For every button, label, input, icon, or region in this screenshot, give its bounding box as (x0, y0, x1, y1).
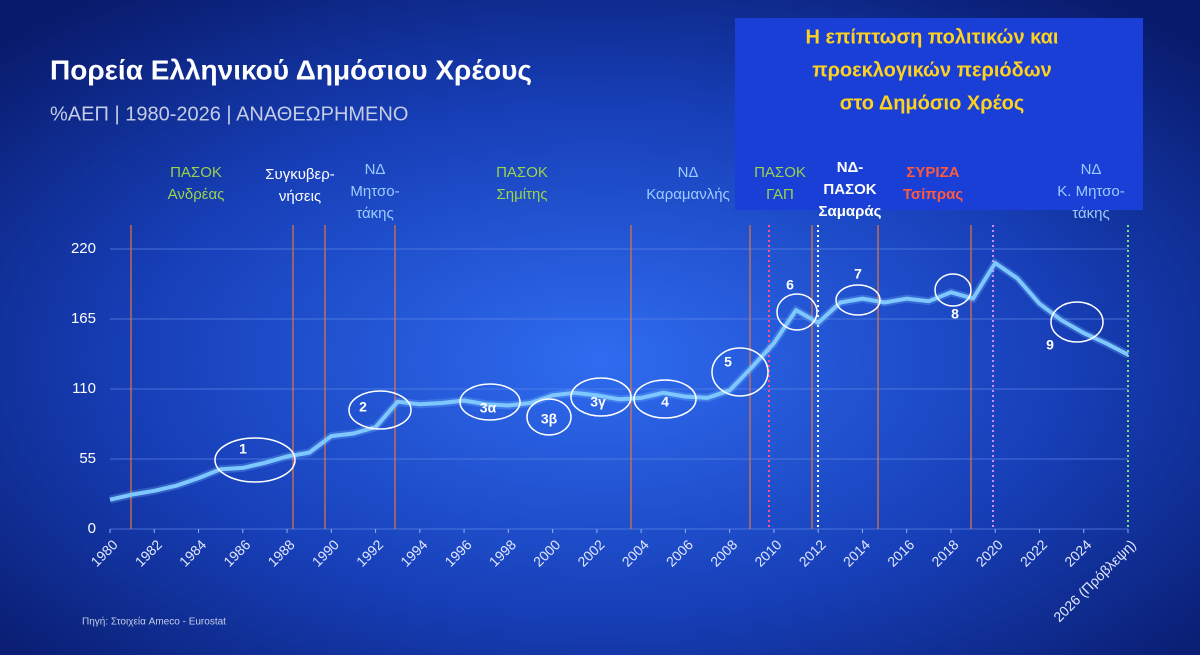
period-label: ΣΥΡΙΖΑ (906, 164, 959, 181)
period-label: ΠΑΣΟΚ (823, 181, 876, 198)
annotation-circle (459, 383, 521, 421)
annotation-circle (776, 293, 818, 331)
period-label: ΓΑΠ (766, 186, 794, 203)
annotation-circle (348, 390, 412, 430)
period-label: Σαμαράς (819, 203, 882, 220)
y-tick-label: 165 (71, 310, 96, 327)
annotation-label: 5 (724, 354, 732, 370)
period-label: ΝΔ (1081, 161, 1102, 178)
source-note: Πηγή: Στοιχεία Ameco - Eurostat (82, 616, 226, 628)
period-label: ΝΔ- (837, 159, 864, 176)
box-title-line: Η επίπτωση πολιτικών και (806, 26, 1059, 48)
annotation-label: 3α (480, 400, 497, 416)
period-label: τάκης (1072, 205, 1109, 222)
data-line (109, 261, 1129, 502)
annotation-label: 4 (661, 394, 669, 410)
box-title-line: προεκλογικών περιόδων (812, 59, 1051, 81)
chart-subtitle: %ΑΕΠ | 1980-2026 | ΑΝΑΘΕΩΡΗΜΕΝΟ (50, 103, 408, 125)
period-label: ΠΑΣΟΚ (754, 164, 806, 181)
annotation-label: 1 (239, 441, 247, 457)
annotation-circle (835, 284, 881, 316)
period-label: Σημίτης (496, 186, 547, 203)
annotation-label: 2 (359, 399, 367, 415)
period-label: ΝΔ (678, 164, 699, 181)
period-label: ΝΔ (365, 161, 386, 178)
period-label: Κ. Μητσο- (1057, 183, 1125, 200)
y-tick-label: 55 (79, 450, 96, 467)
annotation-label: 9 (1046, 337, 1054, 353)
period-label: νήσεις (279, 188, 321, 205)
annotation-circle (633, 379, 697, 419)
annotation-label: 3β (541, 411, 558, 427)
period-label: Καραμανλής (646, 186, 730, 203)
y-tick-label: 0 (88, 520, 96, 537)
y-tick-label: 110 (72, 380, 96, 397)
annotation-label: 3γ (590, 394, 606, 410)
period-label: Συγκυβερ- (265, 166, 335, 183)
annotation-label: 8 (951, 306, 959, 322)
annotation-circle (526, 398, 572, 436)
chart-title: Πορεία Ελληνικού Δημόσιου Χρέους (50, 54, 532, 85)
annotation-circle (214, 437, 296, 483)
title-box (735, 18, 1143, 210)
annotation-circle (570, 377, 632, 417)
box-title-line: στο Δημόσιο Χρέος (840, 92, 1025, 114)
period-label: ΠΑΣΟΚ (170, 164, 222, 181)
y-tick-label: 220 (71, 240, 96, 257)
annotation-circle (934, 273, 972, 307)
period-label: τάκης (356, 205, 393, 222)
period-label: ΠΑΣΟΚ (496, 164, 548, 181)
annotation-label: 6 (786, 277, 794, 293)
period-label: Τσίπρας (903, 186, 963, 203)
annotation-label: 7 (854, 266, 862, 282)
annotation-circle (1050, 301, 1104, 343)
annotation-circle (711, 347, 769, 397)
period-label: Ανδρέας (168, 186, 225, 203)
period-label: Μητσο- (350, 183, 399, 200)
